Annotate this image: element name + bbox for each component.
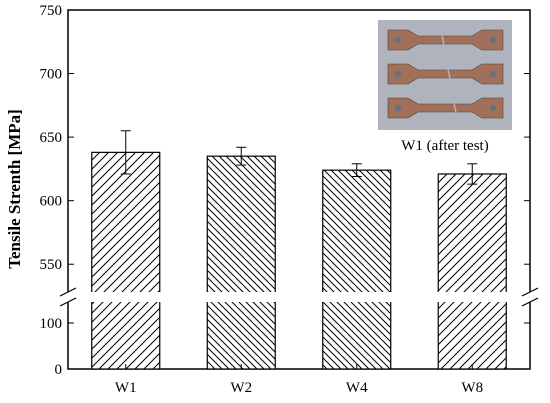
y-tick-label: 100 [40,316,63,332]
axis-break-mark-left-bottom [59,297,77,307]
plot-frame [67,9,531,370]
y-tick-label: 550 [40,257,63,273]
axis-break-mark-right-top [521,287,539,297]
error-bar-w8 [467,163,478,185]
x-tick-label-w8: W8 [461,380,483,396]
x-tick-label-w2: W2 [230,380,252,396]
axis-break-mark-left-top [59,287,77,297]
y-tick-label: 650 [40,130,63,146]
specimen-1 [387,29,504,51]
y-axis-label: Tensile Strenth [MPa] [5,109,24,269]
bar-w1 [91,151,161,370]
axis-break-gap [20,292,550,302]
y-tick-label: 750 [40,3,63,19]
specimen-3 [387,97,504,119]
bar-w2 [206,155,276,370]
y-tick-label: 600 [40,194,63,210]
x-tick-label-w4: W4 [346,380,368,396]
inset-photo [378,20,512,130]
y-axis-break [20,287,550,307]
specimen-2 [387,63,504,85]
error-bar-w1 [120,130,131,175]
error-bar-w2 [236,146,247,166]
x-tick-label-w1: W1 [115,380,137,396]
bar-w4 [322,169,392,370]
bar-w8 [437,173,507,370]
y-tick-label: 700 [40,67,63,83]
y-tick-label: 0 [55,362,63,378]
inset-caption: W1 (after test) [401,138,488,154]
error-bar-w4 [351,163,362,178]
axis-break-mark-right-bottom [521,297,539,307]
